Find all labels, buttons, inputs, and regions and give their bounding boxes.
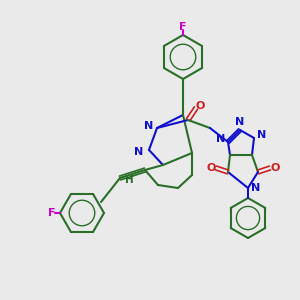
Text: O: O	[270, 163, 280, 173]
Text: F: F	[48, 208, 56, 218]
Text: N: N	[216, 134, 226, 144]
Text: F: F	[179, 22, 187, 32]
Text: N: N	[257, 130, 267, 140]
Text: N: N	[144, 121, 154, 131]
Text: N: N	[251, 183, 261, 193]
Text: N: N	[134, 147, 144, 157]
Text: O: O	[195, 101, 205, 111]
Text: H: H	[124, 175, 134, 185]
Text: N: N	[236, 117, 244, 127]
Text: O: O	[206, 163, 216, 173]
